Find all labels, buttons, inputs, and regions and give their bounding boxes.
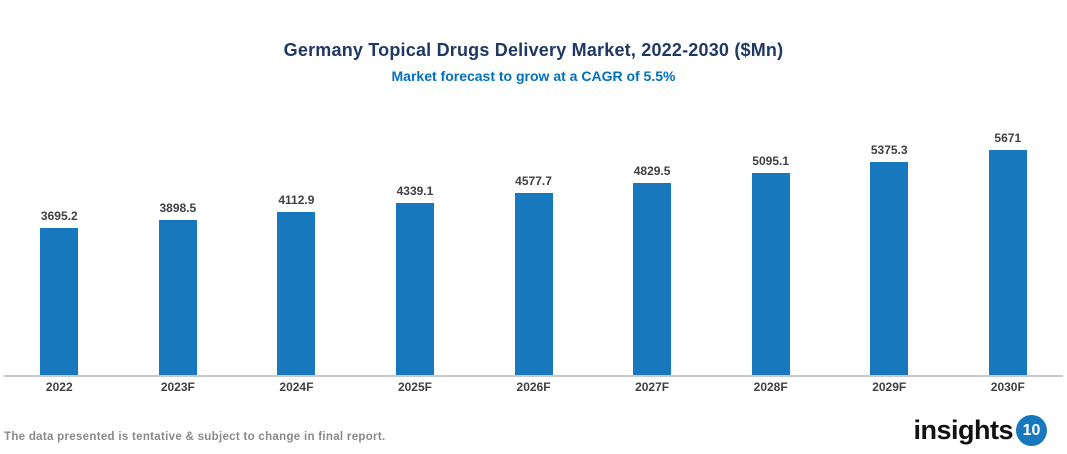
bar xyxy=(395,203,434,375)
chart-title: Germany Topical Drugs Delivery Market, 2… xyxy=(283,40,784,60)
chart-subtitle: Market forecast to grow at a CAGR of 5.5… xyxy=(391,68,676,84)
bar xyxy=(751,173,790,375)
logo-text: insights xyxy=(913,415,1013,445)
footer-disclaimer: The data presented is tentative & subjec… xyxy=(4,431,386,443)
bar xyxy=(158,220,197,375)
bar-group: 3695.2 xyxy=(0,110,119,375)
bar-group: 4577.7 xyxy=(474,110,593,375)
x-axis-tick-label: 2029F xyxy=(872,380,907,394)
bar-value-label: 5671 xyxy=(994,131,1022,145)
x-axis-line xyxy=(4,375,1063,377)
x-axis-tick-label: 2022 xyxy=(45,380,73,394)
logo-badge-10: 10 xyxy=(1016,415,1047,446)
bar-value-label: 4829.5 xyxy=(633,164,671,178)
x-axis-labels: 2022 2023F 2024F 2025F 2026F 2027F 2028F 2029F 2… xyxy=(0,380,1067,394)
bar-group: 4339.1 xyxy=(356,110,475,375)
bar-value-label: 5375.3 xyxy=(870,143,908,157)
bar-value-label: 3695.2 xyxy=(40,209,78,223)
bar-value-label: 4112.9 xyxy=(278,193,315,207)
bar xyxy=(277,212,316,375)
chart-header: Germany Topical Drugs Delivery Market, 2… xyxy=(0,40,1067,84)
bar-group: 5095.1 xyxy=(711,110,830,375)
bar xyxy=(633,183,672,375)
bar xyxy=(514,193,553,375)
bar-value-label: 5095.1 xyxy=(752,154,789,168)
x-axis-tick-label: 2027F xyxy=(635,380,670,394)
x-axis-tick-label: 2030F xyxy=(990,380,1025,394)
bar-value-label: 3898.5 xyxy=(159,201,197,215)
bar xyxy=(40,228,79,375)
bar xyxy=(870,162,909,375)
x-axis-tick-label: 2026F xyxy=(516,380,551,394)
bar-group: 4829.5 xyxy=(593,110,712,375)
bar-value-label: 4577.7 xyxy=(515,174,552,188)
bar-group: 4112.9 xyxy=(237,110,356,375)
bar xyxy=(988,150,1027,375)
plot-area: 3695.2 3898.5 4112.9 4339.1 4577.7 4829.5 5095… xyxy=(0,110,1067,375)
x-axis-tick-label: 2025F xyxy=(397,380,432,394)
bar-group: 5375.3 xyxy=(830,110,949,375)
x-axis-tick-label: 2028F xyxy=(753,380,788,394)
insights10-logo: insights 10 xyxy=(913,415,1047,446)
bar-value-label: 4339.1 xyxy=(396,184,434,198)
bar-group: 3898.5 xyxy=(119,110,238,375)
bar-group: 5671 xyxy=(949,110,1067,375)
x-axis-tick-label: 2024F xyxy=(279,380,314,394)
x-axis-tick-label: 2023F xyxy=(160,380,195,394)
